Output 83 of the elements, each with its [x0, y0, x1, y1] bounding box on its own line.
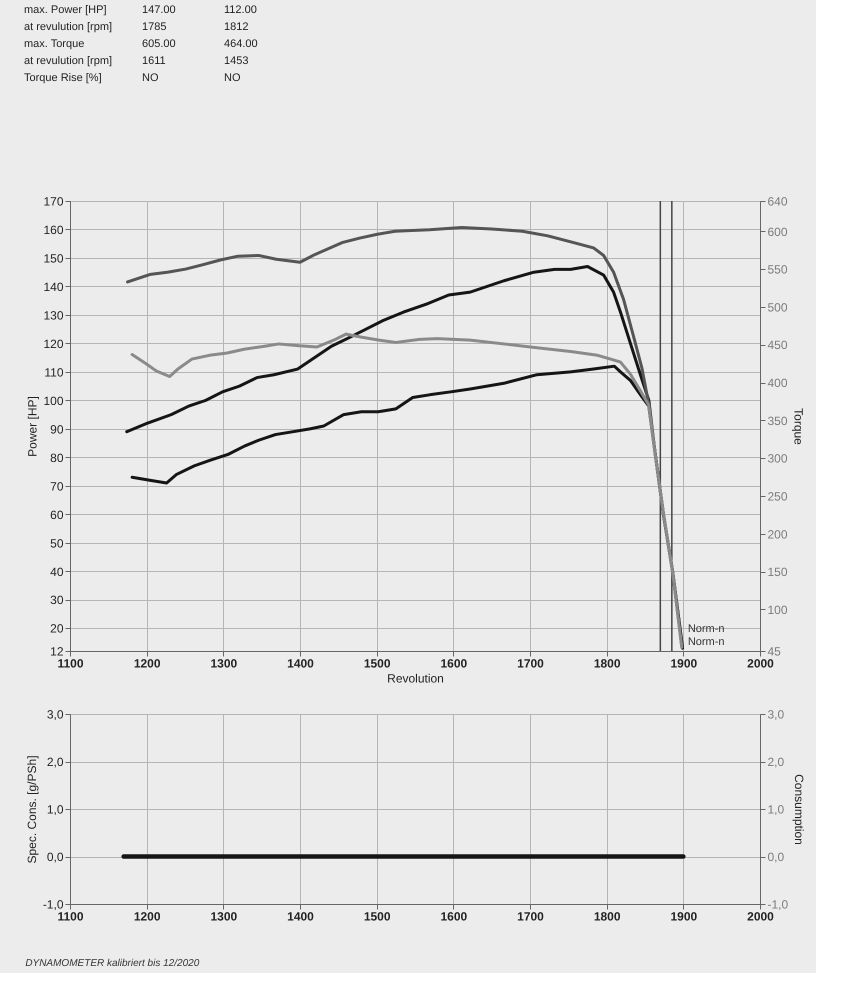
y-tick-label: 12 [50, 644, 64, 658]
y-tick-label: 80 [50, 450, 64, 465]
y-tick-label: 3,0 [46, 708, 64, 722]
text: 1453 [224, 55, 248, 67]
y2-axis-title: Torque [792, 408, 806, 446]
x-tick-label: 1300 [210, 656, 238, 670]
y-tick-label: 140 [43, 280, 64, 294]
y2-tick-label: 45 [768, 644, 782, 658]
y2-tick-label: 640 [768, 194, 788, 208]
y2-tick-label: 550 [768, 262, 788, 277]
x-tick-label: 1100 [57, 656, 84, 670]
y2-tick-label: 300 [768, 452, 788, 466]
y-tick-label: 30 [50, 593, 64, 608]
x-tick-label: 1500 [364, 656, 391, 670]
x-tick-label: 1200 [134, 910, 161, 924]
y-tick-label: 2,0 [46, 755, 64, 769]
x-tick-label: 2000 [747, 656, 774, 670]
text: Torque Rise [%] [24, 72, 102, 84]
x-tick-label: 1800 [594, 656, 621, 670]
text: 464.00 [224, 38, 258, 50]
y2-tick-label: 500 [768, 300, 788, 314]
y2-tick-label: 450 [768, 338, 788, 352]
text: 112.00 [224, 4, 257, 16]
text: 1611 [142, 55, 166, 67]
y2-tick-label: 2,0 [768, 755, 785, 769]
y-tick-label: 90 [50, 422, 64, 436]
y2-tick-label: 250 [768, 489, 788, 504]
x-tick-label: 2000 [747, 910, 774, 924]
text: max. Torque [24, 38, 84, 50]
y-tick-label: 110 [44, 365, 64, 380]
y-tick-label: 40 [50, 564, 64, 579]
y2-tick-label: 150 [768, 565, 788, 580]
ref-line-label: Norm-n [688, 636, 725, 648]
x-tick-label: 1700 [517, 910, 544, 924]
y-axis-title: Power [HP] [25, 396, 40, 457]
x-tick-label: 1500 [364, 910, 391, 924]
y-tick-label: 20 [50, 622, 64, 636]
y-tick-label: 130 [43, 308, 64, 322]
ref-line-label: Norm-n [688, 623, 725, 635]
text: at revulution [rpm] [24, 55, 112, 67]
x-tick-label: 1600 [440, 910, 468, 924]
x-tick-label: 1900 [670, 656, 698, 670]
x-tick-label: 1900 [670, 910, 698, 924]
y2-tick-label: 200 [768, 527, 788, 542]
x-tick-label: 1200 [134, 656, 161, 670]
x-axis-title: Revolution [387, 672, 444, 686]
text: at revulution [rpm] [24, 21, 112, 33]
y2-axis-title: Consumption [792, 774, 806, 845]
text: NO [224, 72, 241, 84]
y-tick-label: 150 [43, 251, 64, 266]
x-tick-label: 1400 [287, 656, 314, 670]
y-tick-label: 60 [50, 508, 64, 522]
y2-tick-label: 1,0 [768, 802, 785, 816]
x-tick-label: 1400 [287, 910, 314, 924]
y2-tick-label: -1,0 [768, 898, 789, 912]
y2-tick-label: 350 [768, 414, 788, 428]
y-tick-label: 0,0 [46, 850, 64, 864]
text: 605.00 [142, 38, 176, 50]
x-tick-label: 1100 [57, 910, 84, 924]
text: 1812 [224, 21, 248, 33]
y-tick-label: 1,0 [46, 802, 64, 816]
x-tick-label: 1300 [210, 910, 238, 924]
y2-tick-label: 600 [768, 224, 788, 239]
y2-tick-label: 400 [768, 376, 788, 390]
x-tick-label: 1800 [594, 910, 621, 924]
y2-tick-label: 0,0 [768, 850, 785, 864]
text: DYNAMOMETER kalibriert bis 12/2020 [25, 958, 200, 969]
y-tick-label: -1,0 [42, 898, 64, 912]
text: max. Power [HP] [24, 4, 107, 16]
x-tick-label: 1600 [440, 656, 468, 670]
y2-tick-label: 3,0 [768, 708, 785, 722]
text: NO [142, 72, 159, 84]
y-tick-label: 170 [43, 194, 64, 208]
y2-tick-label: 100 [768, 602, 788, 617]
y-tick-label: 160 [43, 222, 64, 237]
y-tick-label: 50 [50, 536, 64, 550]
y-tick-label: 70 [50, 479, 64, 494]
text: 147.00 [142, 4, 176, 16]
y-axis-title: Spec. Cons. [g/PSh] [24, 755, 39, 864]
y-tick-label: 120 [43, 336, 64, 351]
text: 1785 [142, 21, 166, 33]
y-tick-label: 100 [43, 394, 64, 408]
x-tick-label: 1700 [517, 656, 544, 670]
